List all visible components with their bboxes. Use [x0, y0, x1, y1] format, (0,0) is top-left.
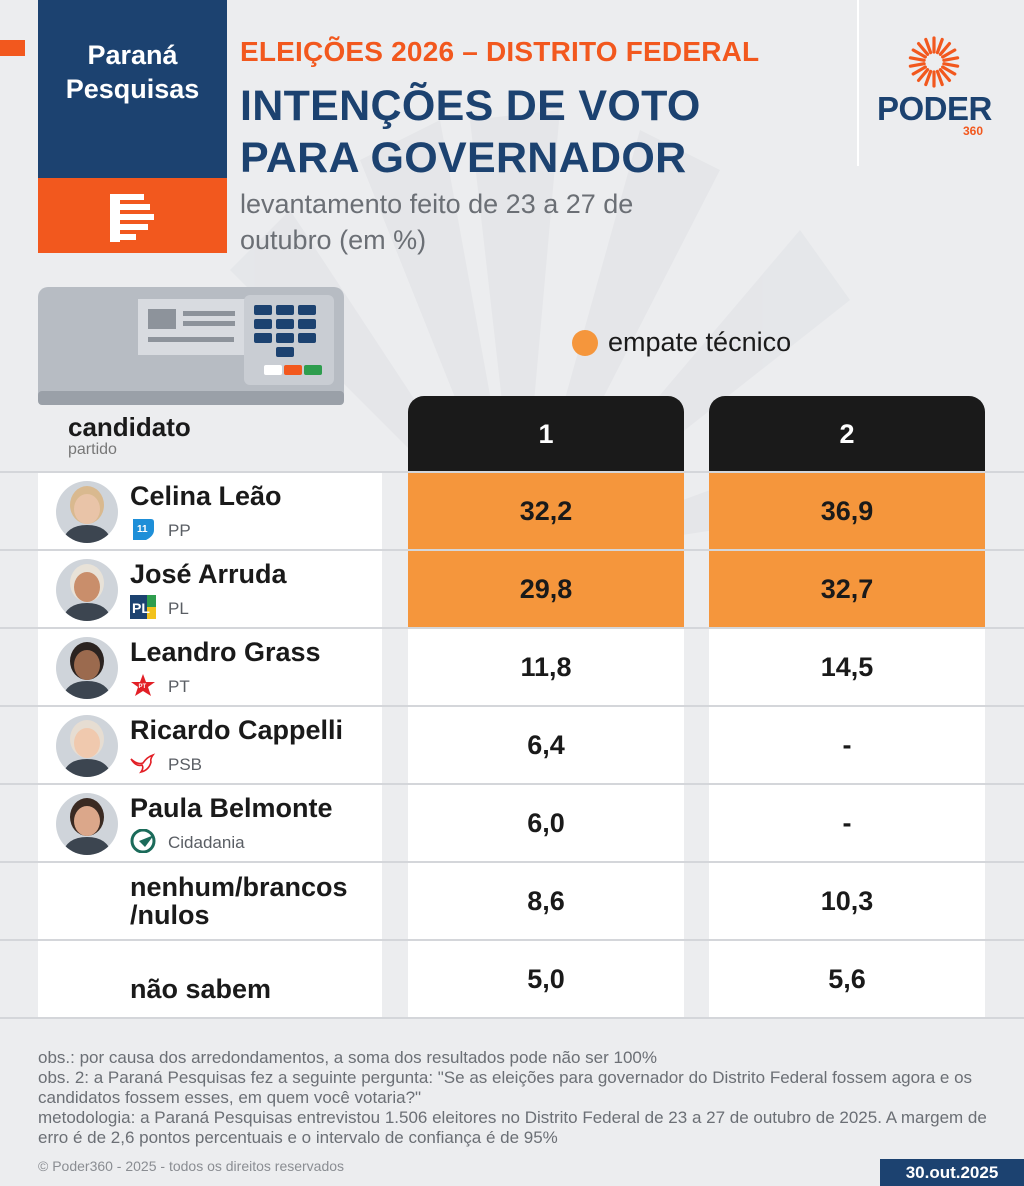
- table-row-label-cell: Ricardo Cappelli PSB: [38, 707, 382, 783]
- value-cell-col2: -: [709, 785, 985, 861]
- row-label: nenhum/brancos /nulos: [130, 872, 348, 930]
- parana-pesquisas-logo: Paraná Pesquisas: [38, 0, 227, 253]
- subtitle: levantamento feito de 23 a 27 de outubro…: [240, 189, 634, 255]
- note-question: obs. 2: a Paraná Pesquisas fez a seguint…: [38, 1068, 973, 1107]
- note-methodology: metodologia: a Paraná Pesquisas entrevis…: [38, 1108, 987, 1147]
- header-candidate: candidato: [68, 412, 191, 442]
- value-cell-col2: 10,3: [709, 863, 985, 939]
- parana-pesquisas-mark-icon: [110, 194, 154, 242]
- candidate-avatar: [56, 559, 118, 621]
- candidate-avatar: [56, 715, 118, 777]
- table-row-label-cell: nenhum/brancos /nulos: [38, 863, 382, 939]
- kicker: ELEIÇÕES 2026 – DISTRITO FEDERAL: [240, 36, 760, 67]
- value-cell-col1: 11,8: [408, 629, 684, 705]
- value-cell-col1: 29,8: [408, 551, 684, 627]
- candidate-avatar: [56, 637, 118, 699]
- copyright: © Poder360 - 2025 - todos os direitos re…: [38, 1158, 345, 1174]
- row-label: não sabem: [130, 974, 272, 1004]
- value-cell-col1: 6,4: [408, 707, 684, 783]
- value-cell-col1: 32,2: [408, 473, 684, 549]
- table-row-label-cell: José Arruda PL PL: [38, 551, 382, 627]
- value-cell-col2: 32,7: [709, 551, 985, 627]
- svg-text:PT: PT: [139, 684, 147, 690]
- header-divider: [857, 0, 859, 166]
- row-divider: [0, 861, 1024, 863]
- candidate-name: Leandro Grass: [130, 637, 321, 667]
- column-header-2: 2: [709, 396, 985, 472]
- cidadania-icon: [130, 828, 156, 854]
- table-row-label-cell: Paula Belmonte Cidadania: [38, 785, 382, 861]
- value-cell-col1: 5,0: [408, 941, 684, 1017]
- logo-name-line1: Paraná: [87, 40, 178, 70]
- svg-text:11: 11: [137, 524, 148, 535]
- table-row-label-cell: Celina Leão 11 PP: [38, 473, 382, 549]
- party-name: PSB: [168, 755, 203, 774]
- party-name: PL: [168, 599, 189, 618]
- candidate-name: Paula Belmonte: [130, 793, 333, 823]
- logo-name-line2: Pesquisas: [65, 74, 200, 104]
- legend-label: empate técnico: [608, 327, 792, 357]
- note-rounding: obs.: por causa dos arredondamentos, a s…: [38, 1048, 657, 1067]
- svg-text:PL: PL: [132, 600, 150, 616]
- psb-bird-icon: [130, 751, 156, 775]
- column-header-1: 1: [408, 396, 684, 472]
- pt-star-icon: PT: [130, 673, 156, 697]
- value-cell-col1: 8,6: [408, 863, 684, 939]
- value-cell-col2: 5,6: [709, 941, 985, 1017]
- logo-orange-block: [38, 178, 227, 253]
- candidate-name: José Arruda: [130, 559, 287, 589]
- ballot-machine-icon: [38, 287, 344, 405]
- pl-party-icon: PL: [130, 595, 156, 619]
- table-row-label-cell: não sabem: [38, 941, 382, 1017]
- legend-swatch: [572, 329, 598, 356]
- pp-party-icon: 11: [130, 517, 156, 541]
- legend: empate técnico: [572, 327, 791, 358]
- candidate-avatar: [56, 481, 118, 543]
- title-line1: INTENÇÕES DE VOTO: [240, 82, 701, 130]
- row-divider: [0, 705, 1024, 707]
- page-title: INTENÇÕES DE VOTO PARA GOVERNADOR: [240, 80, 701, 184]
- poder-wordmark: PODER: [877, 90, 992, 127]
- row-divider: [0, 1017, 1024, 1019]
- row-divider: [0, 783, 1024, 785]
- party-name: PP: [168, 521, 191, 540]
- candidate-name: Celina Leão: [130, 481, 282, 511]
- party-name: PT: [168, 677, 190, 696]
- row-divider: [0, 549, 1024, 551]
- poder-360-suffix: 360: [963, 124, 984, 138]
- table-top-divider: [0, 471, 1024, 473]
- value-cell-col2: -: [709, 707, 985, 783]
- logo-name: Paraná Pesquisas: [38, 38, 227, 106]
- value-cell-col1: 6,0: [408, 785, 684, 861]
- left-accent-tick: [0, 40, 25, 56]
- value-cell-col2: 14,5: [709, 629, 985, 705]
- party-name: Cidadania: [168, 833, 245, 852]
- footnotes: obs.: por causa dos arredondamentos, a s…: [38, 1048, 998, 1148]
- date-badge: 30.out.2025: [880, 1159, 1024, 1186]
- value-cell-col2: 36,9: [709, 473, 985, 549]
- candidate-name: Ricardo Cappelli: [130, 715, 344, 745]
- title-line2: PARA GOVERNADOR: [240, 134, 687, 182]
- poder360-logo: PODER 360: [877, 36, 997, 140]
- header-party: partido: [68, 441, 117, 458]
- candidate-avatar: [56, 793, 118, 855]
- row-divider: [0, 939, 1024, 941]
- table-row-label-cell: Leandro Grass PT PT: [38, 629, 382, 705]
- logo-blue-block: [38, 0, 227, 178]
- poder-sun-icon: [908, 36, 960, 88]
- row-divider: [0, 627, 1024, 629]
